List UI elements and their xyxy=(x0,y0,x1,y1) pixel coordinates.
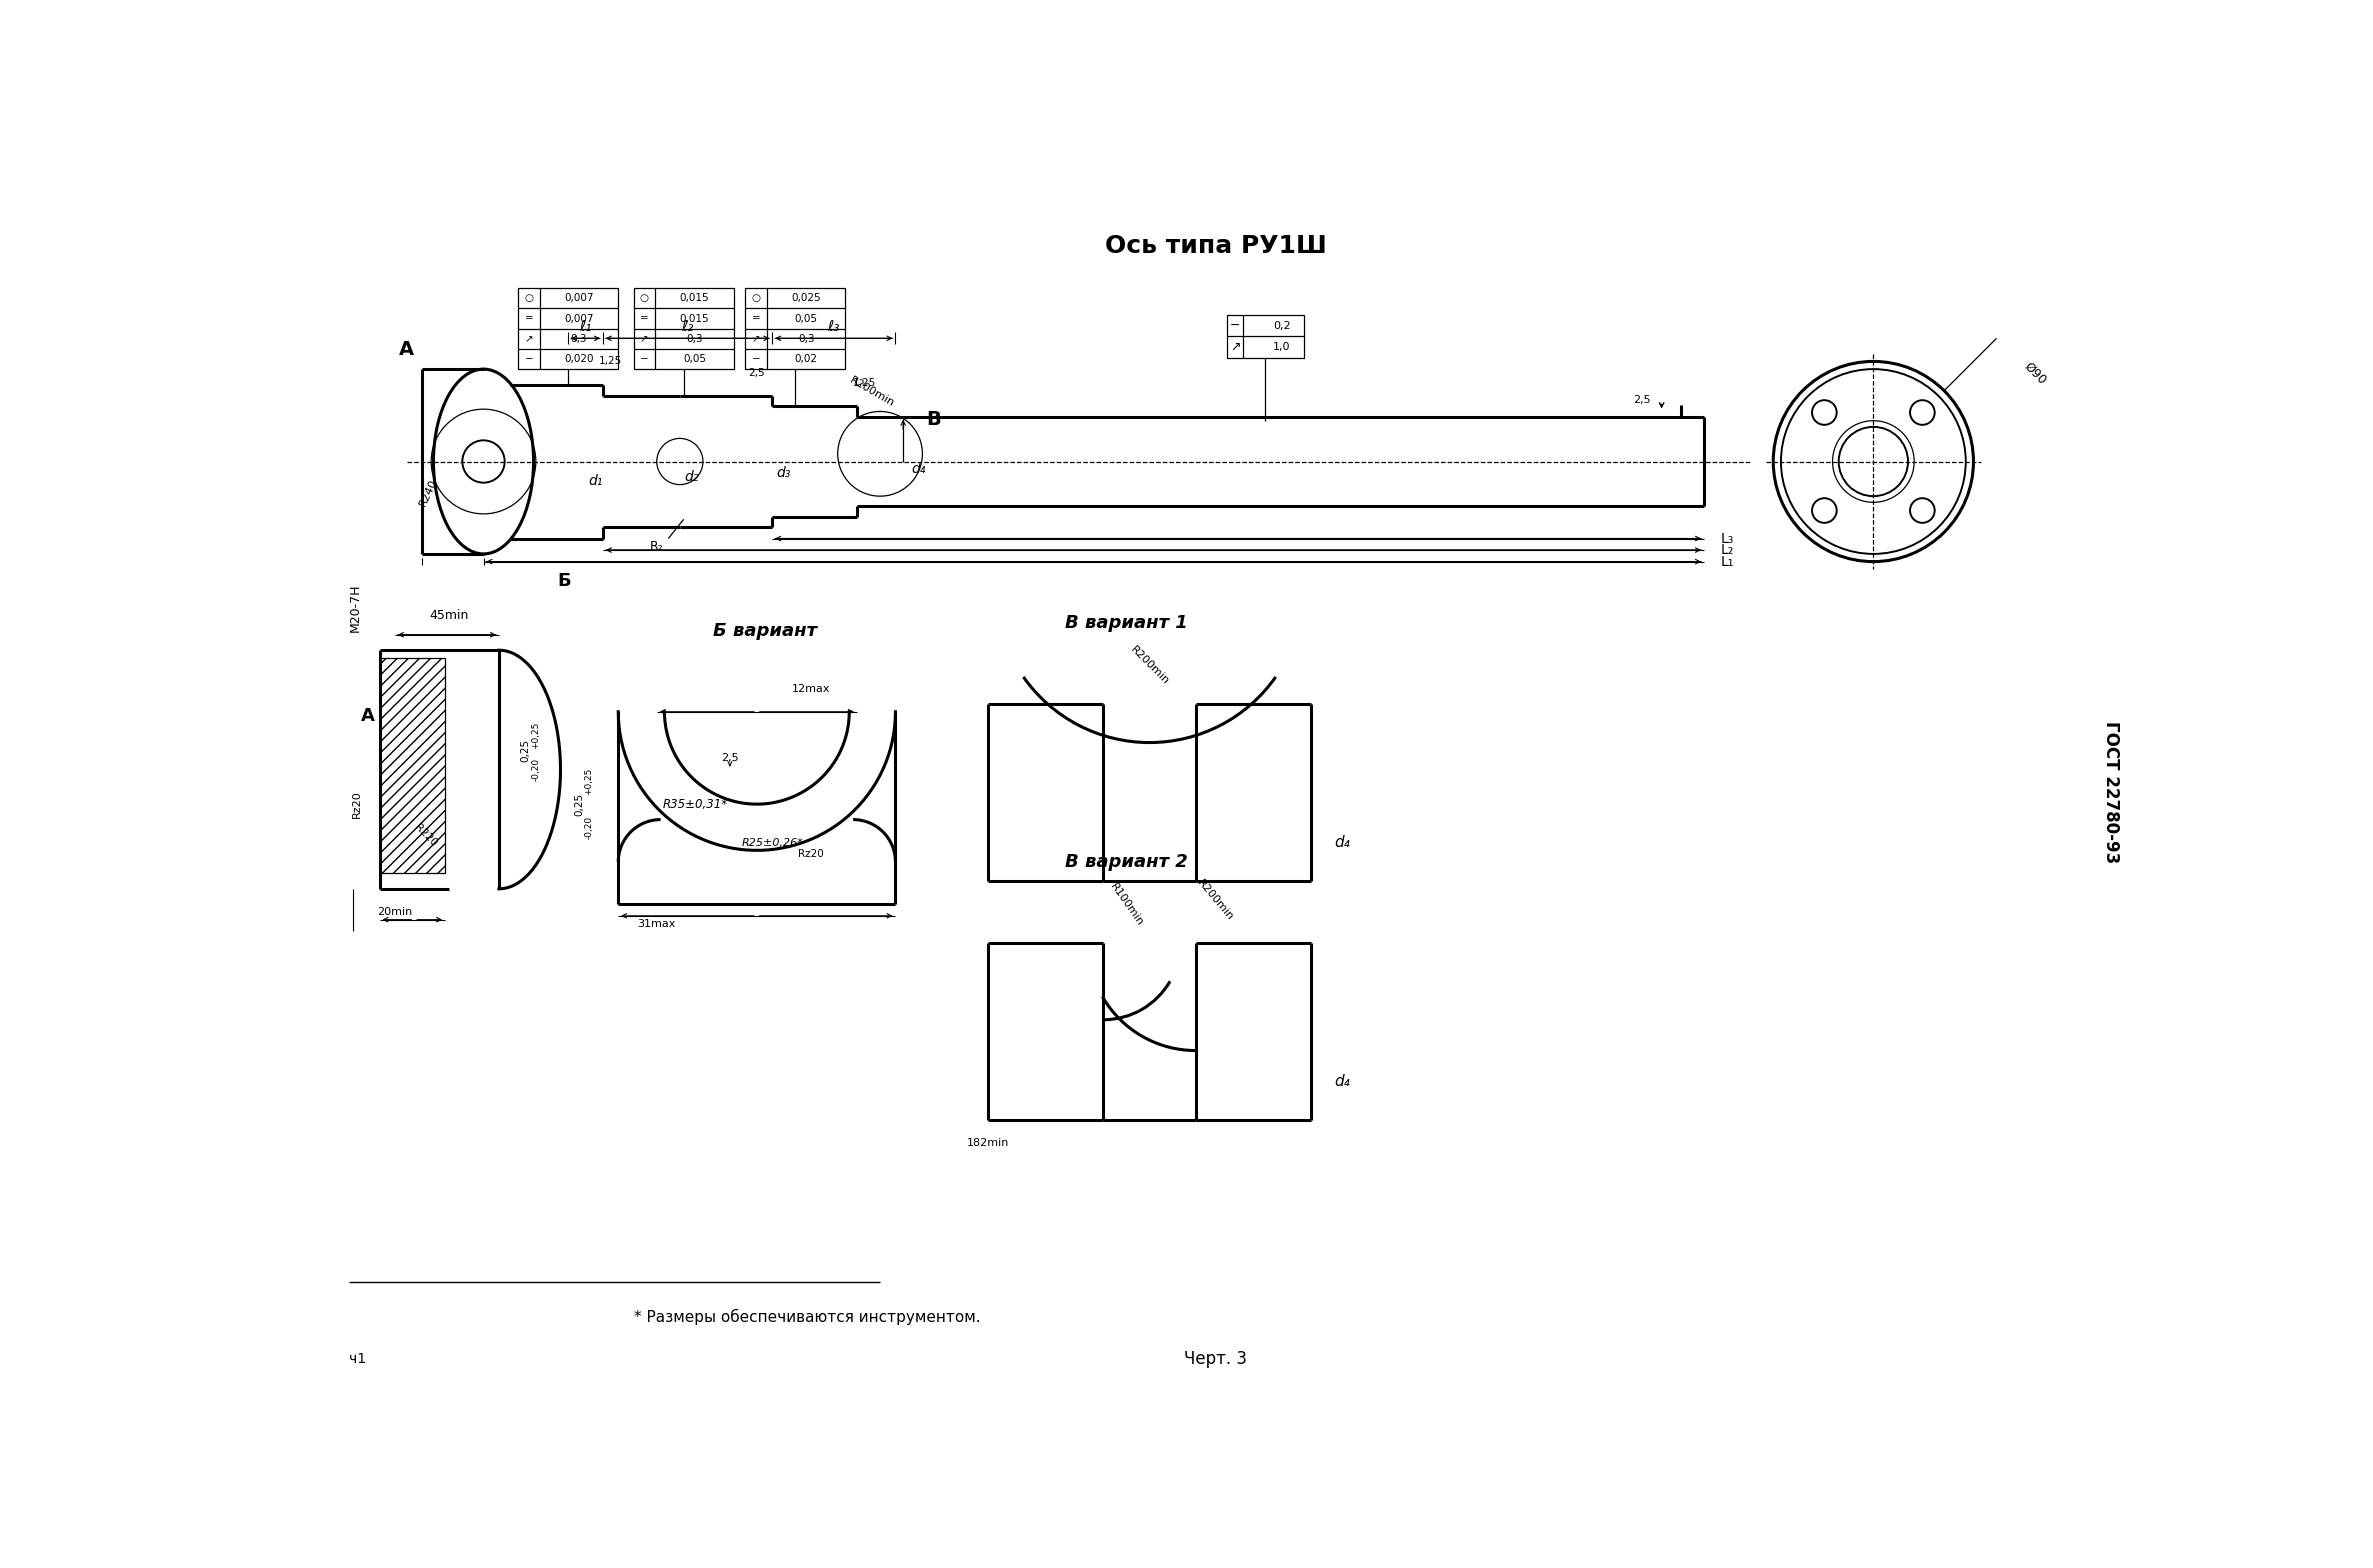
Text: ○: ○ xyxy=(641,293,648,303)
Circle shape xyxy=(1813,499,1837,522)
Text: ℓ₁: ℓ₁ xyxy=(579,320,591,334)
Text: L₁: L₁ xyxy=(1720,555,1735,569)
Text: * Размеры обеспечиваются инструментом.: * Размеры обеспечиваются инструментом. xyxy=(634,1309,980,1325)
Bar xyxy=(1227,315,1303,358)
Text: −: − xyxy=(1229,320,1241,332)
Text: R240: R240 xyxy=(418,477,439,508)
Text: ℓ₂: ℓ₂ xyxy=(681,320,693,334)
Text: 0,05: 0,05 xyxy=(795,314,819,323)
Text: ↗: ↗ xyxy=(524,334,534,343)
Text: 20min: 20min xyxy=(377,906,413,917)
Text: ℓ₃: ℓ₃ xyxy=(828,320,840,334)
Text: 0,25: 0,25 xyxy=(574,792,584,815)
Text: ↗: ↗ xyxy=(1229,340,1241,353)
Text: =: = xyxy=(641,314,648,323)
Text: d₄: d₄ xyxy=(1334,836,1350,850)
Text: 0,015: 0,015 xyxy=(679,314,710,323)
Text: ○: ○ xyxy=(752,293,762,303)
Text: A: A xyxy=(361,707,375,724)
Text: 0,05: 0,05 xyxy=(683,354,707,364)
Text: 0,007: 0,007 xyxy=(565,293,593,303)
Text: ○: ○ xyxy=(524,293,534,303)
Text: 2,5: 2,5 xyxy=(721,753,738,764)
Text: В вариант 2: В вариант 2 xyxy=(1065,853,1189,870)
Text: Rz20: Rz20 xyxy=(797,850,823,859)
Text: =: = xyxy=(524,314,534,323)
Circle shape xyxy=(1813,400,1837,425)
Text: Черт. 3: Черт. 3 xyxy=(1184,1350,1248,1367)
Text: 1,25: 1,25 xyxy=(852,378,876,387)
Text: R220: R220 xyxy=(413,822,439,848)
Text: −: − xyxy=(524,354,534,364)
Bar xyxy=(517,289,619,368)
Text: d₂: d₂ xyxy=(683,470,698,485)
Text: 0,02: 0,02 xyxy=(795,354,819,364)
Text: =: = xyxy=(752,314,759,323)
Text: R200min: R200min xyxy=(847,375,897,409)
Text: 0,3: 0,3 xyxy=(686,334,702,343)
Text: L₃: L₃ xyxy=(1720,532,1735,546)
Text: +0,25: +0,25 xyxy=(584,767,593,795)
Text: 0,25: 0,25 xyxy=(520,739,532,762)
Text: 0,015: 0,015 xyxy=(679,293,710,303)
Text: 182min: 182min xyxy=(966,1138,1009,1148)
Text: 0,007: 0,007 xyxy=(565,314,593,323)
Text: ч1: ч1 xyxy=(349,1352,365,1366)
Text: 45min: 45min xyxy=(430,608,467,622)
Text: d₃: d₃ xyxy=(776,466,790,480)
Text: -0,20: -0,20 xyxy=(532,757,541,781)
Text: Rz20: Rz20 xyxy=(351,790,361,818)
Text: Ø90: Ø90 xyxy=(2022,359,2048,387)
Text: M20-7H: M20-7H xyxy=(349,583,361,632)
Text: d₁: d₁ xyxy=(589,474,603,488)
Text: 31max: 31max xyxy=(638,919,676,928)
Text: 0,3: 0,3 xyxy=(572,334,586,343)
Text: −: − xyxy=(752,354,759,364)
Text: 0,3: 0,3 xyxy=(797,334,814,343)
Text: Б вариант: Б вариант xyxy=(712,622,816,640)
Text: −: − xyxy=(641,354,648,364)
Text: 12max: 12max xyxy=(793,684,831,693)
Text: R200min: R200min xyxy=(1127,644,1170,687)
Text: R25±0,26*: R25±0,26* xyxy=(740,837,802,848)
Text: 2,5: 2,5 xyxy=(1633,395,1652,405)
Bar xyxy=(745,289,845,368)
Text: +0,25: +0,25 xyxy=(532,721,541,748)
Text: Ось типа РУ1Ш: Ось типа РУ1Ш xyxy=(1106,234,1327,257)
Bar xyxy=(380,659,446,873)
Text: 0,2: 0,2 xyxy=(1274,321,1291,331)
Text: R100min: R100min xyxy=(1108,881,1144,928)
Text: d₄: d₄ xyxy=(1334,1074,1350,1088)
Text: 1,0: 1,0 xyxy=(1274,342,1291,351)
Text: R35±0,31*: R35±0,31* xyxy=(662,798,729,811)
Text: ↗: ↗ xyxy=(752,334,759,343)
Text: 0,020: 0,020 xyxy=(565,354,593,364)
Text: B: B xyxy=(925,409,942,428)
Text: L₂: L₂ xyxy=(1720,543,1735,557)
Text: ГОСТ 22780-93: ГОСТ 22780-93 xyxy=(2102,721,2119,862)
Text: 1,25: 1,25 xyxy=(598,356,622,367)
Text: d₄: d₄ xyxy=(911,463,925,477)
Bar xyxy=(634,289,733,368)
Text: -0,20: -0,20 xyxy=(584,815,593,839)
Text: A: A xyxy=(399,340,413,359)
Text: В вариант 1: В вариант 1 xyxy=(1065,615,1189,632)
Text: 2,5: 2,5 xyxy=(747,368,764,378)
Circle shape xyxy=(1910,400,1934,425)
Text: 0,025: 0,025 xyxy=(790,293,821,303)
Circle shape xyxy=(1910,499,1934,522)
Text: R₂: R₂ xyxy=(650,539,664,552)
Text: Б: Б xyxy=(558,572,572,590)
Text: R200min: R200min xyxy=(1196,878,1234,924)
Text: ↗: ↗ xyxy=(641,334,648,343)
